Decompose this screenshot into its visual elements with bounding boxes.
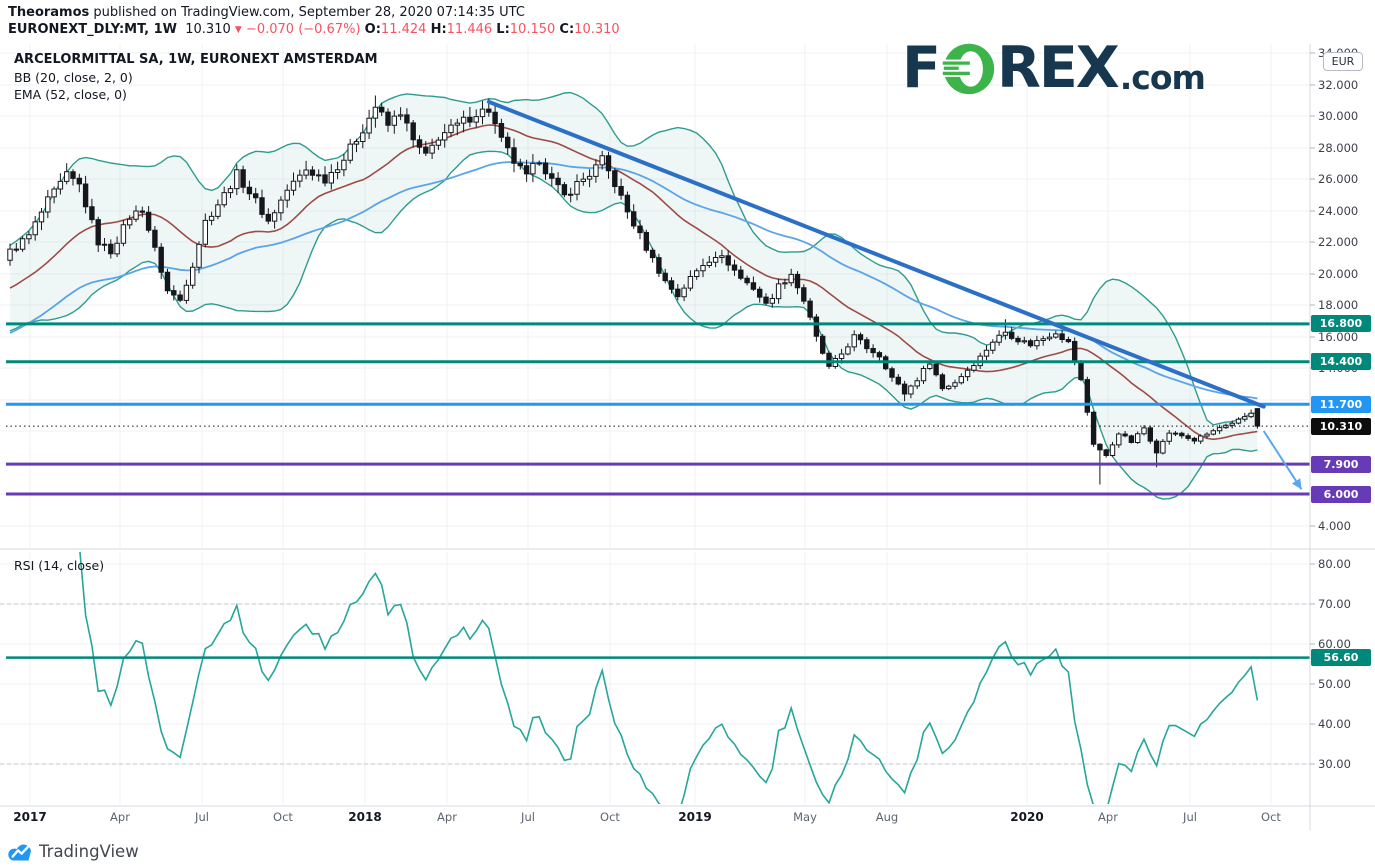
axis-tick-label: 60.00 [1318,637,1351,651]
time-axis-month-label: Apr [110,810,130,824]
open-value: 11.424 [380,22,427,37]
price-axis-badge-11.700[interactable]: 11.700 [1311,395,1371,413]
time-axis-month-label: May [793,810,817,824]
currency-badge[interactable]: EUR [1323,52,1363,71]
axis-tick-label: 40.00 [1318,717,1351,731]
time-axis-month-label: Jul [195,810,209,824]
rsi-indicator-legend[interactable]: RSI (14, close) [14,558,105,573]
high-label: H: [430,22,447,37]
publish-text: published on TradingView.com, September … [89,5,525,20]
forex-logo-euro-o-icon [940,43,995,95]
time-axis-year-label: 2018 [348,810,382,824]
forex-logo-letters-rex: REX [996,35,1120,101]
forex-logo-dot-com: .com [1119,58,1206,97]
projection-arrow[interactable] [1262,430,1303,490]
time-axis-year-label: 2020 [1010,810,1044,824]
time-axis-month-label: Jul [1183,810,1197,824]
axis-tick-label: 4.000 [1318,518,1351,533]
symbol-title[interactable]: EURONEXT_DLY:MT, 1W [8,22,177,37]
price-axis-badge-16.800[interactable]: 16.800 [1311,315,1371,333]
bb-indicator-legend[interactable]: BB (20, close, 2, 0) [14,70,133,85]
axis-tick-label: 18.000 [1318,298,1359,312]
time-axis-month-label: Oct [600,810,620,824]
tradingview-attribution[interactable]: TradingView [8,841,139,862]
ema-indicator-legend[interactable]: EMA (52, close, 0) [14,87,127,102]
forex-logo-letter-f: F [902,35,941,101]
time-axis-month-label: Jul [521,810,535,824]
rsi-pane[interactable] [10,496,1259,817]
author-name: Theoramos [8,5,90,20]
axis-tick-label: 28.000 [1318,140,1359,155]
axis-tick-label: 32.000 [1318,77,1359,92]
tradingview-label: TradingView [39,842,139,861]
open-label: O: [364,22,381,37]
axis-tick-label: 16.000 [1318,329,1359,344]
symbol-status-row: EURONEXT_DLY:MT, 1W 10.310 ▼ −0.070 (−0.… [8,22,620,37]
axis-tick-label: 22.000 [1318,235,1359,249]
time-axis-year-label: 2019 [678,810,712,824]
axis-tick-label: 70.00 [1318,597,1351,611]
price-axis-badge-10.310[interactable]: 10.310 [1311,417,1371,435]
down-arrow-icon: ▼ [234,25,242,35]
price-axis-badge-7.900[interactable]: 7.900 [1311,455,1371,473]
tradingview-cloud-icon [8,844,32,861]
time-axis-month-label: Oct [1261,810,1281,824]
high-value: 11.446 [446,22,493,37]
close-label: C: [559,22,575,37]
axis-tick-label: 24.000 [1318,203,1359,218]
low-value: 10.150 [509,22,556,37]
forex-com-logo: F REX .com [902,35,1206,101]
time-axis-month-label: Aug [875,810,899,824]
publish-info: Theoramos published on TradingView.com, … [8,5,525,20]
main-price-pane[interactable] [7,91,1261,500]
price-axis[interactable]: 34.00032.00030.00028.00026.00024.00022.0… [1310,48,1375,806]
axis-tick-label: 50.00 [1318,677,1351,691]
axis-tick-label: 30.000 [1318,109,1359,123]
descending-trendline[interactable] [486,99,1266,409]
low-label: L: [496,22,510,37]
price-axis-badge-56.60[interactable]: 56.60 [1311,649,1371,667]
time-axis-month-label: Oct [273,810,293,824]
price-axis-badge-6.000[interactable]: 6.000 [1311,485,1371,503]
price-change: −0.070 (−0.67%) [245,22,361,37]
axis-tick-label: 26.000 [1318,172,1359,186]
axis-tick-label: 30.00 [1318,757,1351,771]
time-axis-year-label: 2017 [13,810,47,824]
close-value: 10.310 [574,22,620,37]
axis-tick-label: 20.000 [1318,266,1359,281]
axis-tick-label: 80.00 [1318,557,1351,571]
chart-legend-title[interactable]: ARCELORMITTAL SA, 1W, EURONEXT AMSTERDAM [14,52,378,67]
time-axis[interactable]: 2017 Apr Jul Oct 2018 Apr Jul Oct 2019 May Aug 2020… [0,810,1310,832]
last-price: 10.310 [185,22,231,37]
time-axis-month-label: Apr [1098,810,1118,824]
time-axis-month-label: Apr [437,810,457,824]
price-axis-badge-14.400[interactable]: 14.400 [1311,353,1371,371]
